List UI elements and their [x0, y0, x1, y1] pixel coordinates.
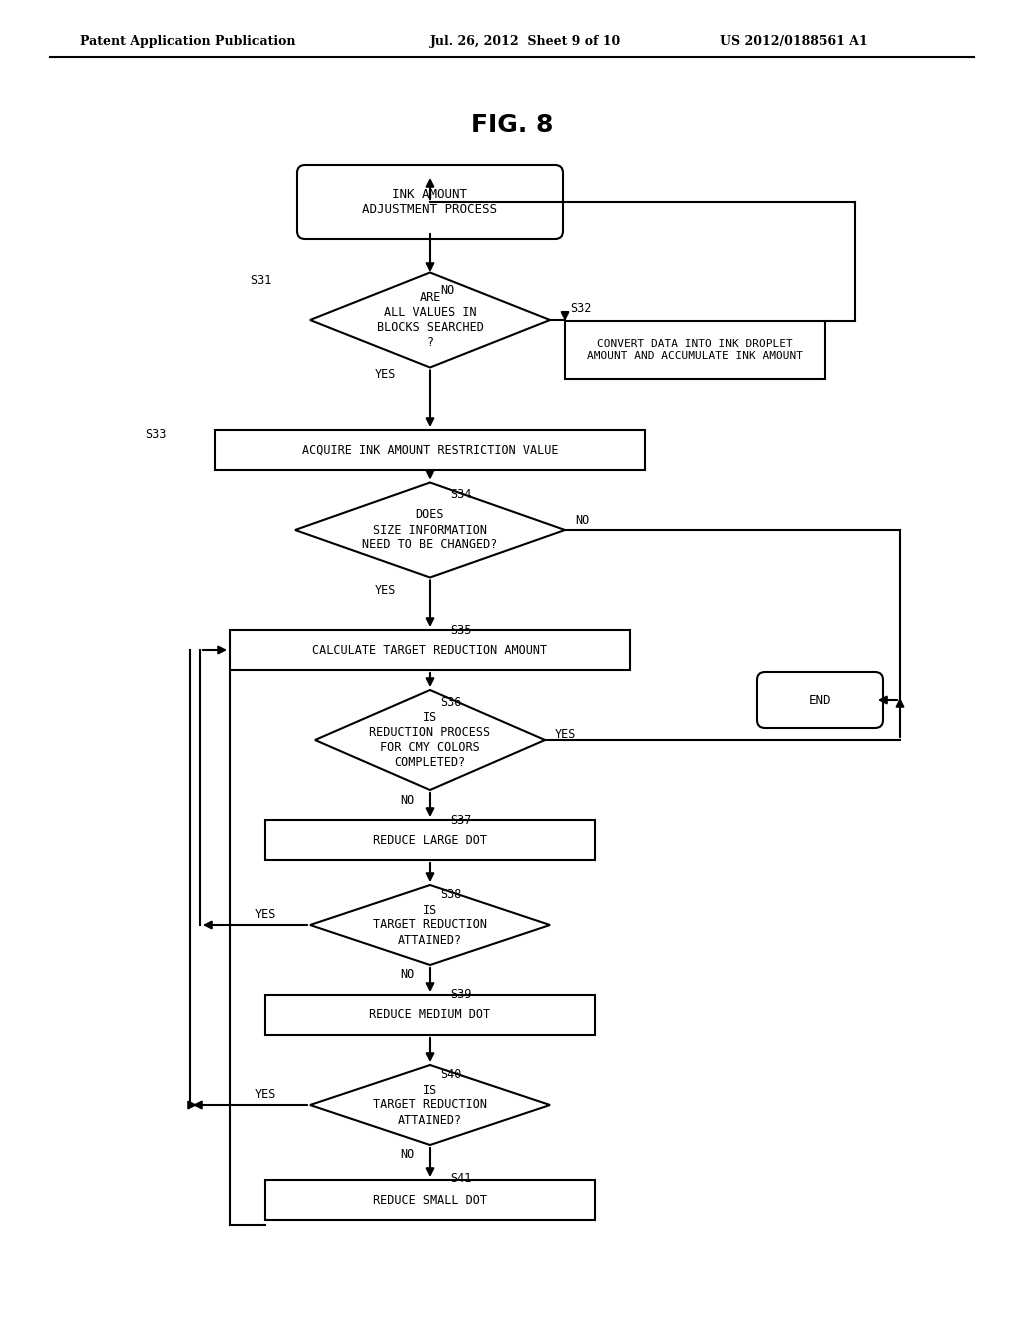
Text: NO: NO: [575, 513, 589, 527]
Bar: [230, 630, 630, 671]
Text: YES: YES: [375, 583, 396, 597]
FancyBboxPatch shape: [297, 165, 563, 239]
Text: S38: S38: [440, 888, 462, 902]
Text: Patent Application Publication: Patent Application Publication: [80, 36, 296, 49]
Text: FIG. 8: FIG. 8: [471, 114, 553, 137]
Bar: [265, 820, 595, 861]
Text: REDUCE MEDIUM DOT: REDUCE MEDIUM DOT: [370, 1008, 490, 1022]
Text: S33: S33: [145, 429, 166, 441]
Text: Jul. 26, 2012  Sheet 9 of 10: Jul. 26, 2012 Sheet 9 of 10: [430, 36, 622, 49]
Text: YES: YES: [255, 908, 276, 921]
Text: END: END: [809, 693, 831, 706]
Text: ARE
ALL VALUES IN
BLOCKS SEARCHED
?: ARE ALL VALUES IN BLOCKS SEARCHED ?: [377, 290, 483, 348]
Text: S32: S32: [570, 302, 592, 315]
Text: S34: S34: [450, 488, 471, 502]
Text: S35: S35: [450, 623, 471, 636]
Bar: [565, 321, 825, 379]
Text: NO: NO: [400, 793, 415, 807]
Polygon shape: [310, 1065, 550, 1144]
Text: S40: S40: [440, 1068, 462, 1081]
Text: S31: S31: [250, 273, 271, 286]
Polygon shape: [315, 690, 545, 789]
Polygon shape: [310, 272, 550, 367]
Text: ACQUIRE INK AMOUNT RESTRICTION VALUE: ACQUIRE INK AMOUNT RESTRICTION VALUE: [302, 444, 558, 457]
Bar: [265, 1180, 595, 1220]
Text: INK AMOUNT
ADJUSTMENT PROCESS: INK AMOUNT ADJUSTMENT PROCESS: [362, 187, 498, 216]
Text: NO: NO: [400, 1148, 415, 1162]
Text: S41: S41: [450, 1172, 471, 1184]
Text: IS
TARGET REDUCTION
ATTAINED?: IS TARGET REDUCTION ATTAINED?: [373, 903, 487, 946]
Bar: [215, 430, 645, 470]
Text: S39: S39: [450, 989, 471, 1002]
Text: IS
REDUCTION PROCESS
FOR CMY COLORS
COMPLETED?: IS REDUCTION PROCESS FOR CMY COLORS COMP…: [370, 711, 490, 770]
FancyBboxPatch shape: [757, 672, 883, 729]
Text: REDUCE SMALL DOT: REDUCE SMALL DOT: [373, 1193, 487, 1206]
Bar: [265, 995, 595, 1035]
Polygon shape: [310, 884, 550, 965]
Text: NO: NO: [400, 969, 415, 982]
Text: S36: S36: [440, 696, 462, 709]
Text: CONVERT DATA INTO INK DROPLET
AMOUNT AND ACCUMULATE INK AMOUNT: CONVERT DATA INTO INK DROPLET AMOUNT AND…: [587, 339, 803, 360]
Text: REDUCE LARGE DOT: REDUCE LARGE DOT: [373, 833, 487, 846]
Text: IS
TARGET REDUCTION
ATTAINED?: IS TARGET REDUCTION ATTAINED?: [373, 1084, 487, 1126]
Text: CALCULATE TARGET REDUCTION AMOUNT: CALCULATE TARGET REDUCTION AMOUNT: [312, 644, 548, 656]
Text: NO: NO: [440, 284, 455, 297]
Text: YES: YES: [255, 1089, 276, 1101]
Text: DOES
SIZE INFORMATION
NEED TO BE CHANGED?: DOES SIZE INFORMATION NEED TO BE CHANGED…: [362, 508, 498, 552]
Polygon shape: [295, 483, 565, 578]
Text: YES: YES: [555, 729, 577, 742]
Text: US 2012/0188561 A1: US 2012/0188561 A1: [720, 36, 867, 49]
Text: S37: S37: [450, 813, 471, 826]
Text: YES: YES: [375, 368, 396, 381]
